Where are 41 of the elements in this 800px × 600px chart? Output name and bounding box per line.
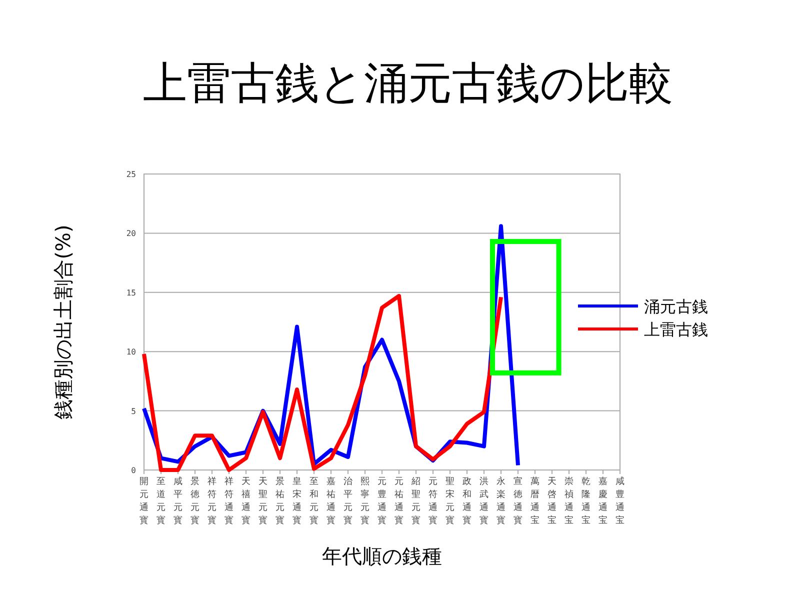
y-tick-label: 15 [126,288,136,298]
x-tick-label: 祥符通寳 [224,476,234,526]
x-tick-label: 開元通寳 [140,476,148,526]
x-tick-label: 政和通寳 [462,476,472,526]
x-tick-label: 景徳元寳 [190,476,200,526]
chart-title: 上雷古銭と涌元古銭の比較 [143,58,673,109]
x-tick-label: 崇禎通宝 [564,476,574,526]
x-tick-label: 景祐元寳 [276,476,284,526]
x-tick-label: 元豊通寳 [378,476,386,526]
x-tick-label: 祥符元寳 [208,476,216,526]
x-tick-label: 嘉祐通寳 [326,476,336,526]
y-tick-label: 25 [126,170,136,179]
x-tick-label: 天禧通寳 [242,476,250,526]
x-tick-label: 洪武通寳 [480,476,488,526]
line-series [142,294,503,472]
legend-label: 上雷古銭 [644,320,708,339]
x-tick-label: 咸平元寳 [174,476,182,526]
x-tick-label: 萬暦通宝 [530,476,540,526]
x-tick-label: 聖宋元寳 [446,476,454,526]
x-tick-label: 天啓通宝 [548,476,556,526]
x-tick-label: 元祐通寳 [394,476,404,526]
x-axis-title: 年代順の銭種 [322,544,442,568]
x-tick-label: 永楽通寳 [496,476,506,526]
x-tick-label: 元符通寳 [428,476,438,526]
x-tick-label: 天聖元寳 [258,476,268,526]
y-tick-label: 10 [126,348,136,357]
x-tick-label: 宣徳通寳 [514,476,522,526]
y-tick-label: 5 [131,406,136,416]
x-tick-label: 乾隆通宝 [582,476,590,526]
x-tick-label: 嘉慶通宝 [598,476,608,526]
x-tick-label: 至和元寳 [310,477,318,526]
x-tick-label: 紹聖元寳 [410,477,420,526]
x-tick-label: 熙寧元寳 [360,476,370,526]
y-tick-label: 20 [126,229,136,238]
y-axis-title: 銭種別の出土割合(%) [51,224,75,420]
x-tick-label: 至道元寳 [156,477,166,526]
x-tick-label: 咸豊通宝 [616,476,624,526]
x-tick-label: 治平元寳 [344,476,352,526]
x-tick-label: 皇宋通寳 [292,476,302,526]
y-tick-label: 0 [131,466,136,475]
legend-label: 涌元古銭 [644,297,708,316]
